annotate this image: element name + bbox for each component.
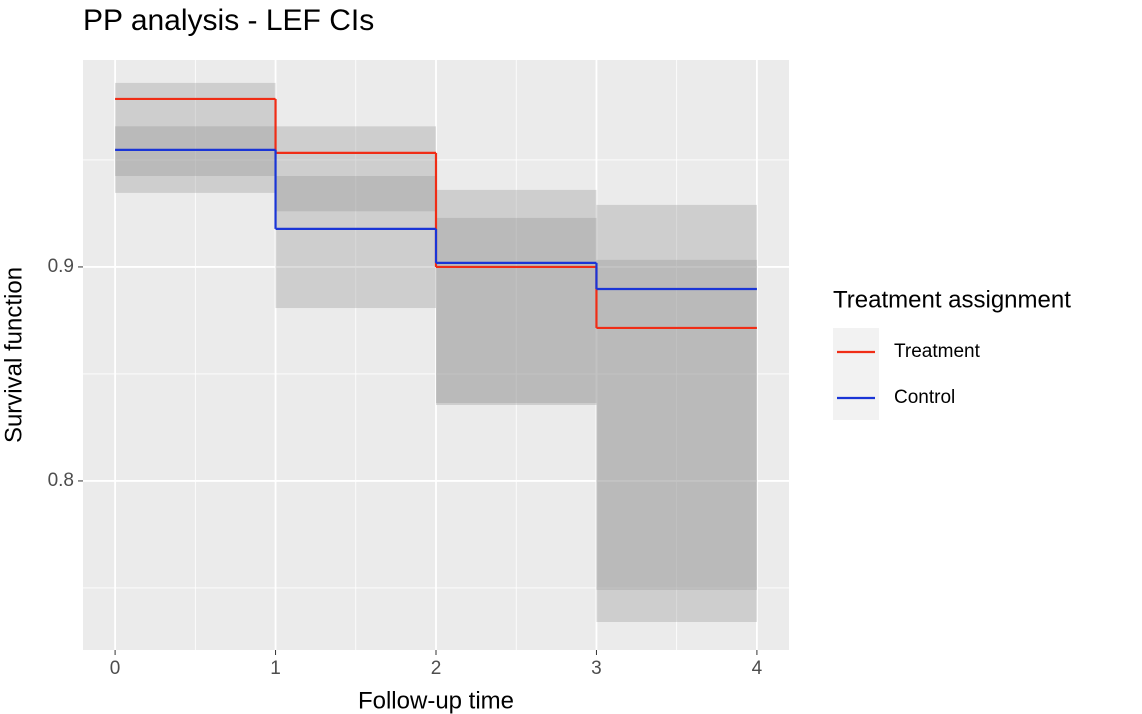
ci-ribbon: [275, 126, 436, 212]
y-tick-label: 0.8: [48, 470, 74, 491]
y-axis-label: Survival function: [0, 267, 27, 443]
x-tick-label: 2: [431, 658, 442, 679]
ci-ribbon: [596, 259, 757, 590]
x-tick-label: 3: [591, 658, 602, 679]
ci-ribbon: [436, 217, 597, 405]
y-tick-label: 0.9: [48, 256, 74, 277]
ci-ribbon: [275, 175, 436, 309]
ci-ribbon: [596, 204, 757, 622]
ci-ribbon: [436, 189, 597, 404]
ci-ribbon: [115, 126, 276, 193]
legend-title: Treatment assignment: [833, 286, 1071, 313]
x-tick-label: 0: [110, 658, 121, 679]
x-axis-label: Follow-up time: [358, 687, 514, 714]
x-tick-label: 4: [752, 658, 763, 679]
chart-title: PP analysis - LEF CIs: [83, 4, 374, 37]
x-tick-label: 1: [270, 658, 281, 679]
legend-label: Treatment: [894, 341, 981, 362]
legend-key-bg: [833, 328, 879, 420]
legend-label: Control: [894, 387, 955, 408]
